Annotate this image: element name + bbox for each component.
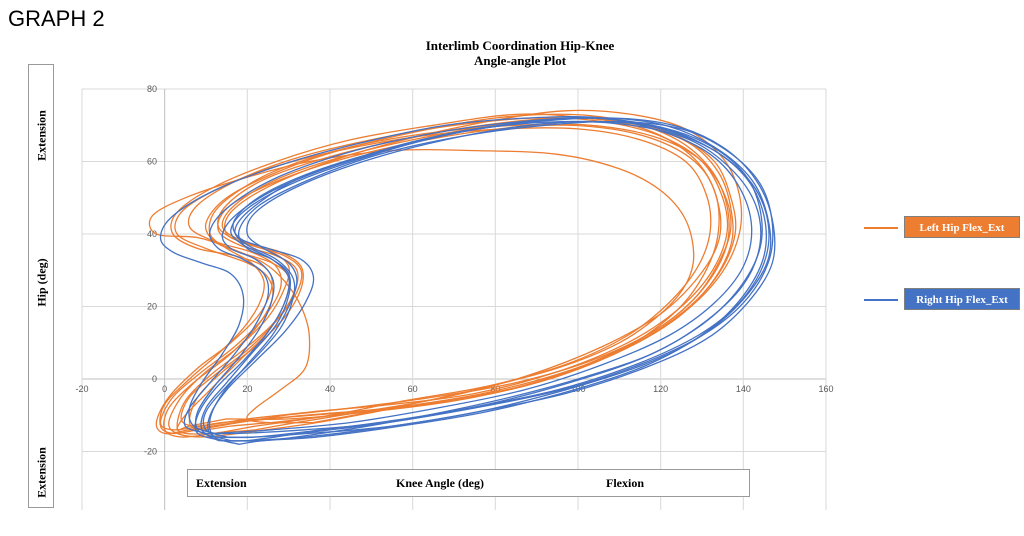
legend-item-left-hip[interactable]: Left Hip Flex_Ext xyxy=(864,216,1020,238)
x-tick-label: -20 xyxy=(75,384,88,394)
data-curves xyxy=(148,109,776,445)
left-hip-curve xyxy=(148,148,695,424)
gridlines xyxy=(81,88,827,510)
x-tick-label: 160 xyxy=(818,384,833,394)
legend-label-left: Left Hip Flex_Ext xyxy=(904,216,1020,238)
x-tick-label: 120 xyxy=(653,384,668,394)
x-tick-label: 40 xyxy=(325,384,335,394)
right-hip-curve xyxy=(159,115,753,435)
x-axis-right-label: Flexion xyxy=(606,476,644,490)
legend-item-right-hip[interactable]: Right Hip Flex_Ext xyxy=(864,288,1020,310)
right-hip-curve xyxy=(200,120,774,442)
page-heading: GRAPH 2 xyxy=(8,6,105,31)
right-hip-curve xyxy=(208,120,767,445)
legend-label-right: Right Hip Flex_Ext xyxy=(904,288,1020,310)
y-tick-label: 80 xyxy=(147,84,157,94)
x-axis-title: Knee Angle (deg) xyxy=(396,476,484,490)
y-axis-label-box: Extension Hip (deg) Extension xyxy=(28,64,54,508)
chart-title: Interlimb Coordination Hip-Knee xyxy=(425,38,615,53)
right-hip-curve xyxy=(207,120,762,442)
legend-line-right xyxy=(864,299,898,301)
y-tick-label: 0 xyxy=(152,374,157,384)
chart-subtitle: Angle-angle Plot xyxy=(473,53,567,68)
x-tick-label: 60 xyxy=(408,384,418,394)
left-hip-curve xyxy=(168,117,737,438)
y-tick-label: -20 xyxy=(144,447,157,457)
x-tick-label: 20 xyxy=(242,384,252,394)
legend-line-left xyxy=(864,227,898,229)
right-hip-curve xyxy=(194,117,772,442)
x-tick-label: 140 xyxy=(736,384,751,394)
y-tick-label: 60 xyxy=(147,157,157,167)
y-tick-label: 40 xyxy=(147,229,157,239)
x-axis-left-label: Extension xyxy=(196,476,247,490)
x-tick-label: 0 xyxy=(162,384,167,394)
left-hip-curve xyxy=(155,113,720,435)
x-axis-label-box: Extension Knee Angle (deg) Flexion xyxy=(187,469,750,497)
y-tick-label: 20 xyxy=(147,302,157,312)
